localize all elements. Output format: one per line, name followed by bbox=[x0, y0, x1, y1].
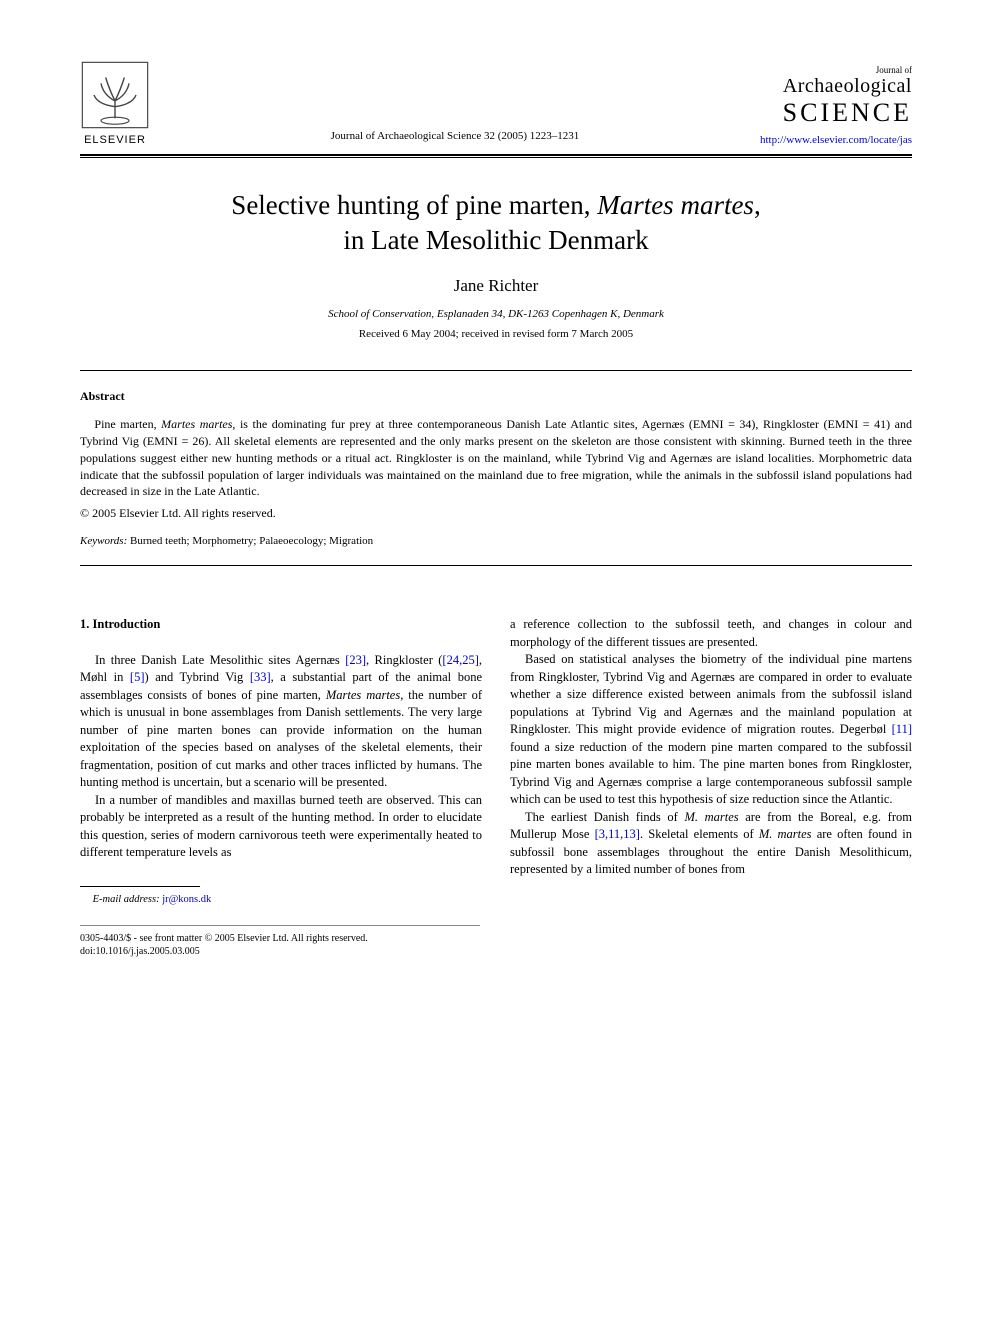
journal-logo-subtitle: SCIENCE bbox=[760, 98, 912, 128]
title-species: Martes martes bbox=[597, 190, 754, 220]
elsevier-tree-icon bbox=[80, 60, 150, 130]
header-rule-thin bbox=[80, 157, 912, 158]
keywords: Keywords: Burned teeth; Morphometry; Pal… bbox=[80, 535, 912, 547]
title-text-post: , bbox=[754, 190, 761, 220]
title-line2: in Late Mesolithic Denmark bbox=[343, 225, 648, 255]
journal-logo-block: Journal of Archaeological SCIENCE http:/… bbox=[760, 65, 912, 146]
header: ELSEVIER Journal of Archaeological Scien… bbox=[80, 60, 912, 146]
journal-logo-pretitle: Journal of bbox=[760, 65, 912, 75]
footer-line1: 0305-4403/$ - see front matter © 2005 El… bbox=[80, 932, 912, 945]
body-columns: 1. Introduction In three Danish Late Mes… bbox=[80, 616, 912, 907]
ref-link[interactable]: [33] bbox=[250, 670, 271, 684]
ref-link[interactable]: [23] bbox=[345, 653, 366, 667]
author-affiliation: School of Conservation, Esplanaden 34, D… bbox=[80, 308, 912, 320]
column-left: 1. Introduction In three Danish Late Mes… bbox=[80, 616, 482, 907]
intro-para-3: Based on statistical analyses the biomet… bbox=[510, 651, 912, 809]
journal-logo-main: Archaeological bbox=[760, 75, 912, 98]
intro-para-2: In a number of mandibles and maxillas bu… bbox=[80, 792, 482, 862]
footer-doi: doi:10.1016/j.jas.2005.03.005 bbox=[80, 945, 912, 958]
footer-rule bbox=[80, 925, 480, 926]
journal-url[interactable]: http://www.elsevier.com/locate/jas bbox=[760, 134, 912, 146]
keywords-label: Keywords: bbox=[80, 535, 127, 547]
ref-link[interactable]: [24,25] bbox=[442, 653, 478, 667]
ref-link[interactable]: [5] bbox=[130, 670, 145, 684]
section-heading-intro: 1. Introduction bbox=[80, 616, 482, 634]
abstract-rule-bottom bbox=[80, 565, 912, 566]
intro-para-2-cont: a reference collection to the subfossil … bbox=[510, 616, 912, 651]
intro-para-1: In three Danish Late Mesolithic sites Ag… bbox=[80, 652, 482, 792]
intro-para-4: The earliest Danish finds of M. martes a… bbox=[510, 809, 912, 879]
abstract-body: Pine marten, Martes martes, is the domin… bbox=[80, 416, 912, 500]
column-right: a reference collection to the subfossil … bbox=[510, 616, 912, 907]
author-email[interactable]: jr@kons.dk bbox=[160, 894, 212, 905]
publisher-label: ELSEVIER bbox=[84, 134, 146, 146]
footnote-label: E-mail address: bbox=[93, 894, 160, 905]
article-dates: Received 6 May 2004; received in revised… bbox=[80, 328, 912, 340]
abstract-species: Martes martes bbox=[161, 417, 232, 431]
publisher-logo: ELSEVIER bbox=[80, 60, 150, 146]
ref-link[interactable]: [11] bbox=[892, 722, 912, 736]
abstract-heading: Abstract bbox=[80, 389, 912, 404]
article-title: Selective hunting of pine marten, Martes… bbox=[120, 188, 872, 258]
header-rule-thick bbox=[80, 154, 912, 156]
ref-link[interactable]: [3,11,13] bbox=[595, 827, 640, 841]
title-text-pre: Selective hunting of pine marten, bbox=[231, 190, 597, 220]
footnote-rule bbox=[80, 886, 200, 887]
keywords-value: Burned teeth; Morphometry; Palaeoecology… bbox=[127, 535, 373, 547]
journal-reference: Journal of Archaeological Science 32 (20… bbox=[150, 130, 760, 142]
abstract-rule-top bbox=[80, 370, 912, 371]
footnote-email: E-mail address: jr@kons.dk bbox=[80, 893, 482, 908]
footer-text: 0305-4403/$ - see front matter © 2005 El… bbox=[80, 932, 912, 958]
author-name: Jane Richter bbox=[80, 276, 912, 296]
abstract-copyright: © 2005 Elsevier Ltd. All rights reserved… bbox=[80, 506, 912, 521]
